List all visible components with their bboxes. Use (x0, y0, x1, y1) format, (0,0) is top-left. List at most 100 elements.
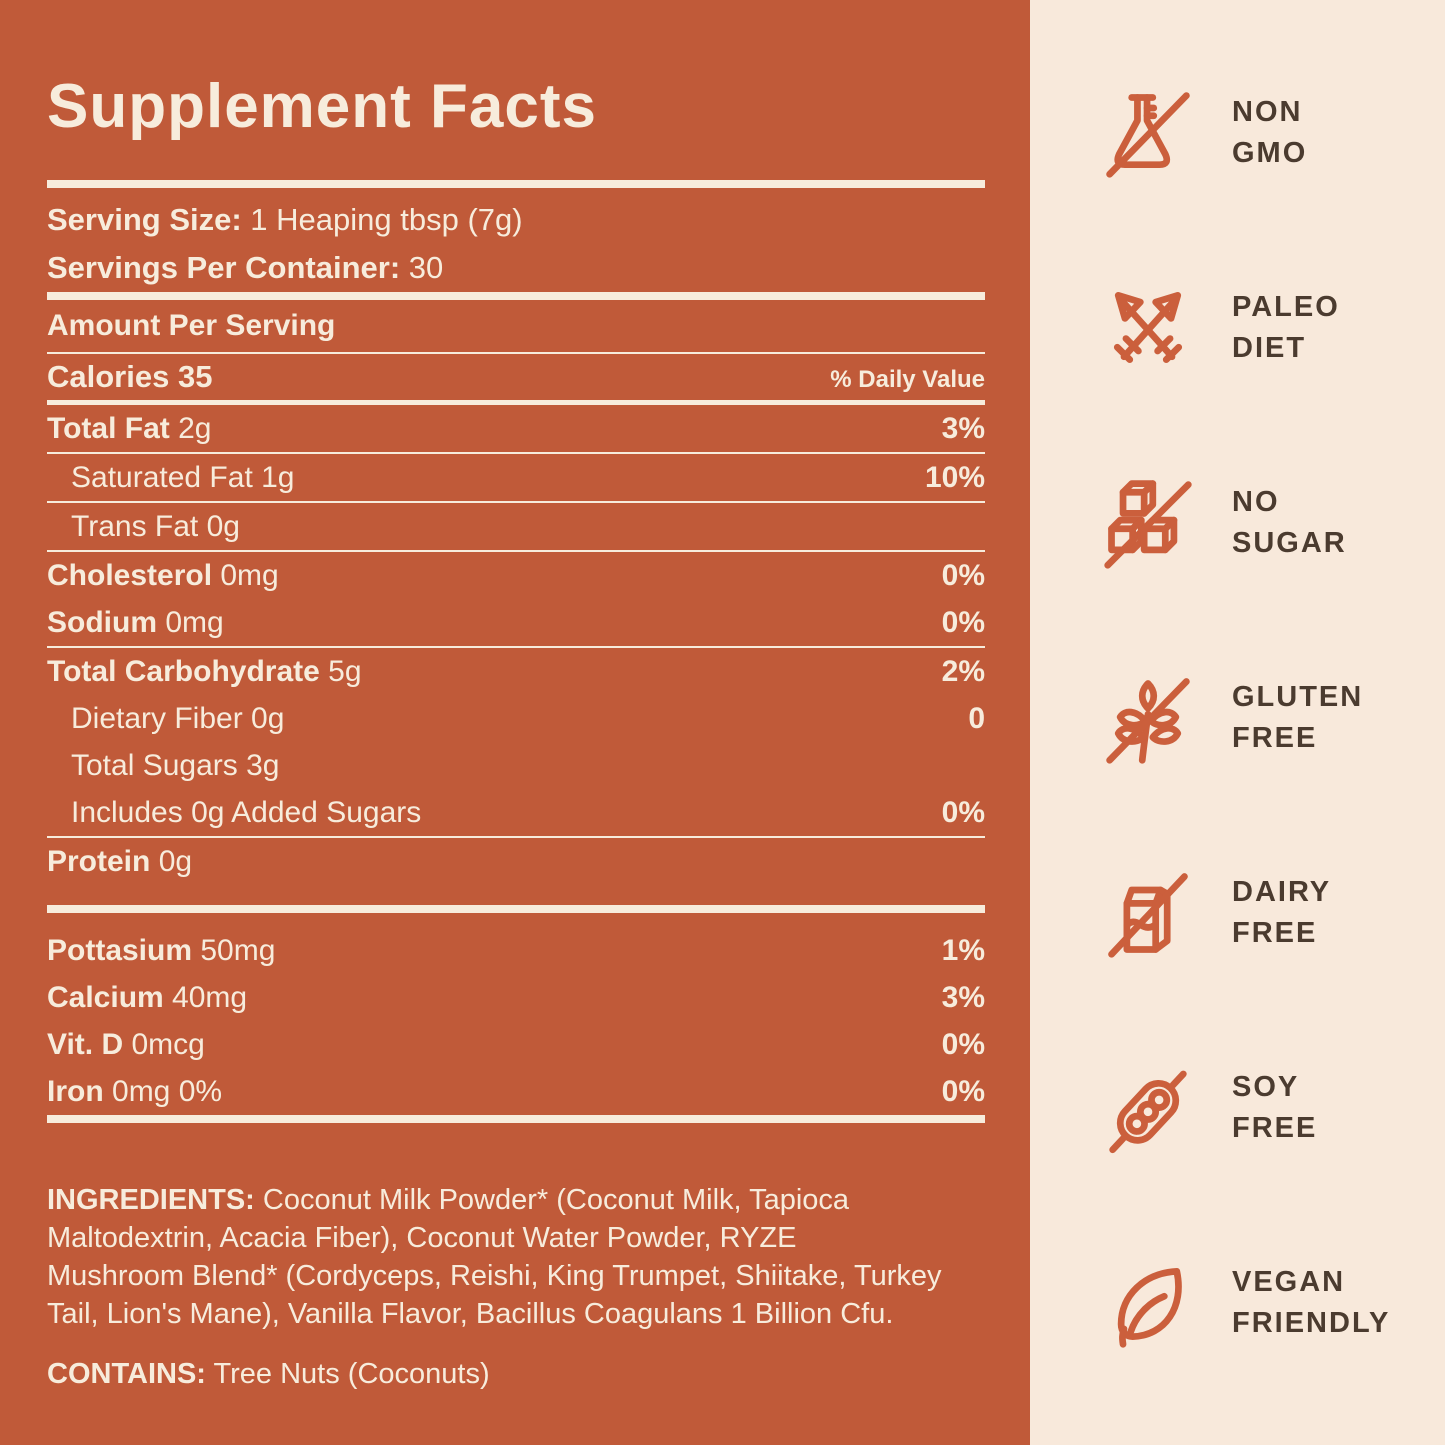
serving-size-value: 1 Heaping tbsp (7g) (241, 202, 523, 237)
divider-thin (47, 352, 985, 354)
gluten-free-wheat-icon (1100, 670, 1196, 766)
contains-label: CONTAINS: (47, 1358, 206, 1390)
divider-thick (47, 1115, 985, 1123)
badge-label-line2: FRIENDLY (1232, 1306, 1391, 1339)
minerals-section: Pottasium 50mg 1% Calcium 40mg 3% Vit. D… (47, 927, 985, 1115)
badge-label-line2: GMO (1232, 136, 1308, 169)
nutrient-amount: 50mg (192, 933, 276, 967)
ingredients-text: Coconut Milk Powder* (Coconut Milk, Tapi… (254, 1184, 850, 1216)
nutrient-row-vitamin-d: Vit. D 0mcg 0% (47, 1021, 985, 1068)
daily-value-header: % Daily Value (830, 366, 985, 393)
nutrient-amount: Includes 0g Added Sugars (71, 795, 422, 829)
badge-no-sugar: NO SUGAR (1030, 425, 1445, 620)
badge-label-line2: DIET (1232, 331, 1307, 364)
badge-dairy-free: DAIRY FREE (1030, 815, 1445, 1010)
nutrient-daily-value: 3% (941, 411, 985, 445)
no-sugar-cubes-icon (1100, 475, 1196, 571)
nutrient-row-calcium: Calcium 40mg 3% (47, 974, 985, 1021)
nutrient-label: Total Carbohydrate 5g (47, 655, 362, 689)
nutrient-label: Dietary Fiber 0g (47, 702, 284, 736)
ingredients-line: Tail, Lion's Mane), Vanilla Flavor, Baci… (47, 1298, 894, 1330)
nutrient-row-dietary-fiber: Dietary Fiber 0g 0 (47, 695, 985, 742)
serving-size-row: Serving Size: 1 Heaping tbsp (7g) (47, 196, 985, 244)
badge-label-line1: PALEO (1232, 290, 1340, 323)
ingredients-line: Maltodextrin, Acacia Fiber), Coconut Wat… (47, 1222, 797, 1254)
paleo-crossed-arrows-icon (1100, 280, 1196, 376)
no-gmo-flask-icon (1100, 85, 1196, 181)
nutrient-name: Total Fat (47, 411, 170, 445)
nutrient-label: Cholesterol 0mg (47, 559, 279, 593)
contains-text: Tree Nuts (Coconuts) (205, 1358, 490, 1390)
badge-label-line2: FREE (1232, 916, 1318, 949)
nutrient-label: Includes 0g Added Sugars (47, 796, 421, 830)
nutrient-name: Iron (47, 1074, 104, 1108)
badge-label-line2: FREE (1232, 1111, 1318, 1144)
nutrient-row-sodium: Sodium 0mg 0% (47, 599, 985, 646)
divider-thick (47, 180, 985, 188)
nutrient-label: Iron 0mg 0% (47, 1075, 222, 1109)
ingredients-line: Mushroom Blend* (Cordyceps, Reishi, King… (47, 1260, 942, 1292)
badge-label-line1: SOY (1232, 1070, 1300, 1103)
badge-label-line1: DAIRY (1232, 875, 1332, 908)
badge-label-line1: GLUTEN (1232, 680, 1364, 713)
divider-thin (47, 550, 985, 552)
divider-thick (47, 905, 985, 913)
nutrient-amount: 2g (169, 411, 212, 445)
badge-label: GLUTEN FREE (1232, 677, 1363, 759)
nutrient-daily-value: 0% (941, 605, 985, 639)
badge-label: SOY FREE (1232, 1067, 1317, 1149)
nutrient-daily-value: 2% (941, 654, 985, 688)
ingredients-label: INGREDIENTS: (47, 1184, 255, 1216)
nutrient-amount: Trans Fat 0g (71, 509, 240, 543)
nutrient-row-added-sugars: Includes 0g Added Sugars 0% (47, 789, 985, 836)
supplement-facts-panel: Supplement Facts Serving Size: 1 Heaping… (0, 0, 1030, 1445)
nutrient-row-total-sugars: Total Sugars 3g (47, 742, 985, 789)
calories-label: Calories 35 (47, 359, 213, 394)
nutrient-amount: 0mg 0% (103, 1074, 223, 1108)
nutrient-daily-value: 10% (924, 460, 985, 494)
badge-label: VEGAN FRIENDLY (1232, 1262, 1390, 1344)
nutrient-name: Calcium (47, 980, 164, 1014)
badge-soy-free: SOY FREE (1030, 1010, 1445, 1205)
badge-label-line1: VEGAN (1232, 1265, 1346, 1298)
servings-per-container-label: Servings Per Container: (47, 250, 401, 285)
amount-per-serving: Amount Per Serving (47, 309, 336, 342)
nutrient-label: Vit. D 0mcg (47, 1028, 205, 1062)
nutrient-label: Trans Fat 0g (47, 510, 240, 544)
badge-vegan-friendly: VEGAN FRIENDLY (1030, 1205, 1445, 1400)
nutrient-row-iron: Iron 0mg 0% 0% (47, 1068, 985, 1115)
nutrient-amount: 5g (319, 654, 362, 688)
nutrient-row-trans-fat: Trans Fat 0g (47, 503, 985, 550)
divider-thin (47, 501, 985, 503)
vegan-leaf-icon (1100, 1255, 1196, 1351)
nutrient-daily-value: 0% (941, 795, 985, 829)
badge-label: NO SUGAR (1232, 482, 1347, 564)
nutrient-amount: 40mg (163, 980, 248, 1014)
divider-thin (47, 452, 985, 454)
nutrient-amount: 0mcg (123, 1027, 205, 1061)
serving-size-label: Serving Size: (47, 202, 242, 237)
badge-label: PALEO DIET (1232, 287, 1340, 369)
nutrient-row-protein: Protein 0g (47, 838, 985, 885)
dairy-free-carton-icon (1100, 865, 1196, 961)
contains-statement: CONTAINS: Tree Nuts (Coconuts) (47, 1355, 985, 1393)
nutrient-name: Cholesterol (47, 558, 213, 592)
badge-label: NON GMO (1232, 92, 1307, 174)
nutrient-name: Vit. D (47, 1027, 124, 1061)
divider-medium (47, 400, 985, 405)
nutrient-name: Pottasium (47, 933, 193, 967)
nutrient-daily-value: 1% (941, 933, 985, 967)
badge-gluten-free: GLUTEN FREE (1030, 620, 1445, 815)
nutrient-daily-value: 0% (941, 558, 985, 592)
nutrient-row-cholesterol: Cholesterol 0mg 0% (47, 552, 985, 599)
serving-info: Serving Size: 1 Heaping tbsp (7g) Servin… (47, 188, 985, 292)
nutrient-label: Protein 0g (47, 845, 192, 879)
badge-label-line1: NON (1232, 95, 1303, 128)
nutrient-name: Total Carbohydrate (47, 654, 320, 688)
nutrient-amount: Total Sugars 3g (71, 748, 280, 782)
divider-thin (47, 836, 985, 838)
nutrient-daily-value: 3% (941, 980, 985, 1014)
nutrient-row-saturated-fat: Saturated Fat 1g 10% (47, 454, 985, 501)
divider-thick (47, 292, 985, 300)
nutrient-daily-value: 0% (941, 1074, 985, 1108)
